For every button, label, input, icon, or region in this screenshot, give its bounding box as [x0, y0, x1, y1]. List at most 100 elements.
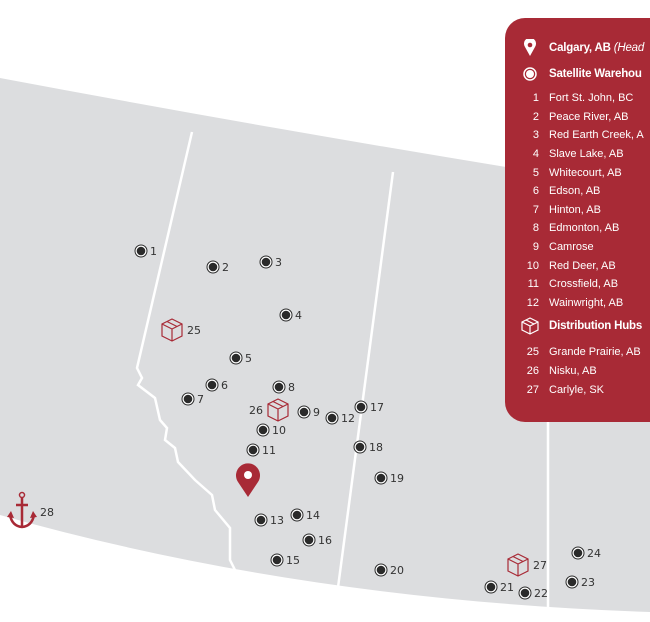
legend-item-number: 26	[526, 365, 539, 378]
warehouse-marker[interactable]: 12	[325, 411, 355, 425]
legend-item: 27 Carlyle, SK	[505, 380, 650, 399]
warehouse-marker[interactable]: 22	[518, 586, 548, 600]
legend-item: 3 Red Earth Creek, A	[505, 126, 650, 145]
bc-alberta-border	[135, 131, 242, 581]
warehouse-marker[interactable]: 20	[374, 563, 404, 577]
legend-item: 12 Wainwright, AB	[505, 294, 650, 313]
warehouse-marker[interactable]: 11	[246, 443, 276, 457]
legend-item: 5 Whitecourt, AB	[505, 163, 650, 182]
legend-item-number: 4	[532, 148, 539, 161]
warehouse-marker[interactable]: 1	[134, 244, 157, 258]
legend-item: 8 Edmonton, AB	[505, 219, 650, 238]
legend-item-number: 6	[532, 185, 539, 198]
legend-item: 6 Edson, AB	[505, 182, 650, 201]
legend-item-number: 2	[532, 110, 539, 123]
marker-label: 13	[270, 514, 284, 527]
legend-item: 11 Crossfield, AB	[505, 275, 650, 294]
map-pin-icon	[236, 463, 260, 497]
target-dot-icon	[519, 67, 541, 81]
marker-label: 1	[150, 245, 157, 258]
legend-item-number: 10	[526, 259, 539, 272]
distribution-hub-marker[interactable]: 27	[507, 553, 547, 577]
legend-item-number: 5	[532, 166, 539, 179]
warehouse-marker[interactable]: 15	[270, 553, 300, 567]
legend-item-name: Whitecourt, AB	[549, 166, 622, 179]
warehouse-marker[interactable]: 2	[206, 260, 229, 274]
legend-item-name: Crossfield, AB	[549, 278, 619, 291]
hub-label: 27	[533, 559, 547, 572]
marker-label: 7	[197, 393, 204, 406]
marker-label: 6	[221, 379, 228, 392]
marker-label: 18	[369, 441, 383, 454]
legend-item-name: Grande Prairie, AB	[549, 346, 641, 359]
legend-item: 25 Grande Prairie, AB	[505, 343, 650, 362]
marker-label: 3	[275, 256, 282, 269]
warehouse-marker[interactable]: 21	[484, 580, 514, 594]
marker-label: 15	[286, 554, 300, 567]
legend-item-name: Edmonton, AB	[549, 222, 620, 235]
marker-label: 20	[390, 564, 404, 577]
warehouse-marker[interactable]: 18	[353, 440, 383, 454]
marker-label: 8	[288, 381, 295, 394]
warehouse-marker[interactable]: 4	[279, 308, 302, 322]
distribution-hub-marker[interactable]: 26	[249, 398, 289, 422]
warehouse-marker[interactable]: 6	[205, 378, 228, 392]
warehouse-marker[interactable]: 19	[374, 471, 404, 485]
anchor-icon	[8, 497, 36, 529]
warehouse-marker[interactable]: 7	[181, 392, 204, 406]
legend-item-number: 7	[532, 203, 539, 216]
legend-item-name: Camrose	[549, 241, 594, 254]
legend-item: 9 Camrose	[505, 238, 650, 257]
legend-item-name: Red Deer, AB	[549, 259, 616, 272]
land-region	[0, 78, 650, 612]
legend-headquarters: Calgary, AB (Head	[505, 38, 650, 58]
distribution-hub-marker[interactable]: 25	[161, 318, 201, 342]
warehouse-marker[interactable]: 9	[297, 405, 320, 419]
marker-label: 22	[534, 587, 548, 600]
legend-item-number: 1	[532, 92, 539, 105]
warehouse-marker[interactable]: 10	[256, 423, 286, 437]
legend-item-number: 25	[526, 346, 539, 359]
marker-label: 2	[222, 261, 229, 274]
legend-item-name: Wainwright, AB	[549, 296, 624, 309]
map-pin-icon	[519, 39, 541, 57]
legend-item: 2 Peace River, AB	[505, 108, 650, 127]
hq-name: Calgary, AB	[549, 42, 611, 54]
marker-label: 10	[272, 424, 286, 437]
legend-item-number: 11	[527, 278, 539, 291]
legend-item-name: Hinton, AB	[549, 203, 601, 216]
box-icon	[507, 553, 529, 577]
legend-item-name: Peace River, AB	[549, 110, 629, 123]
warehouse-marker[interactable]: 3	[259, 255, 282, 269]
legend-item: 26 Nisku, AB	[505, 362, 650, 381]
warehouse-marker[interactable]: 14	[290, 508, 320, 522]
headquarters-pin[interactable]	[236, 463, 260, 497]
marker-label: 4	[295, 309, 302, 322]
warehouse-marker[interactable]: 17	[354, 400, 384, 414]
marker-label: 5	[245, 352, 252, 365]
warehouse-marker[interactable]: 16	[302, 533, 332, 547]
marker-label: 19	[390, 472, 404, 485]
alberta-saskatchewan-border	[335, 171, 395, 596]
legend-item: 7 Hinton, AB	[505, 201, 650, 220]
legend-item: 10 Red Deer, AB	[505, 256, 650, 275]
marker-label: 14	[306, 509, 320, 522]
warehouse-marker[interactable]: 23	[565, 575, 595, 589]
marker-label: 9	[313, 406, 320, 419]
legend-item-number: 3	[532, 129, 539, 142]
hub-label: 25	[187, 324, 201, 337]
legend-item-name: Fort St. John, BC	[549, 92, 634, 105]
legend-item-name: Edson, AB	[549, 185, 601, 198]
legend-item-name: Carlyle, SK	[549, 383, 605, 396]
warehouse-marker[interactable]: 8	[272, 380, 295, 394]
legend-item: 4 Slave Lake, AB	[505, 145, 650, 164]
hq-note: (Head	[613, 42, 645, 54]
warehouse-marker[interactable]: 24	[571, 546, 601, 560]
hubs-title: Distribution Hubs	[549, 320, 643, 333]
port-marker[interactable]: 28	[7, 491, 54, 529]
warehouse-marker[interactable]: 13	[254, 513, 284, 527]
marker-label: 16	[318, 534, 332, 547]
warehouse-marker[interactable]: 5	[229, 351, 252, 365]
legend-item-number: 9	[532, 241, 539, 254]
